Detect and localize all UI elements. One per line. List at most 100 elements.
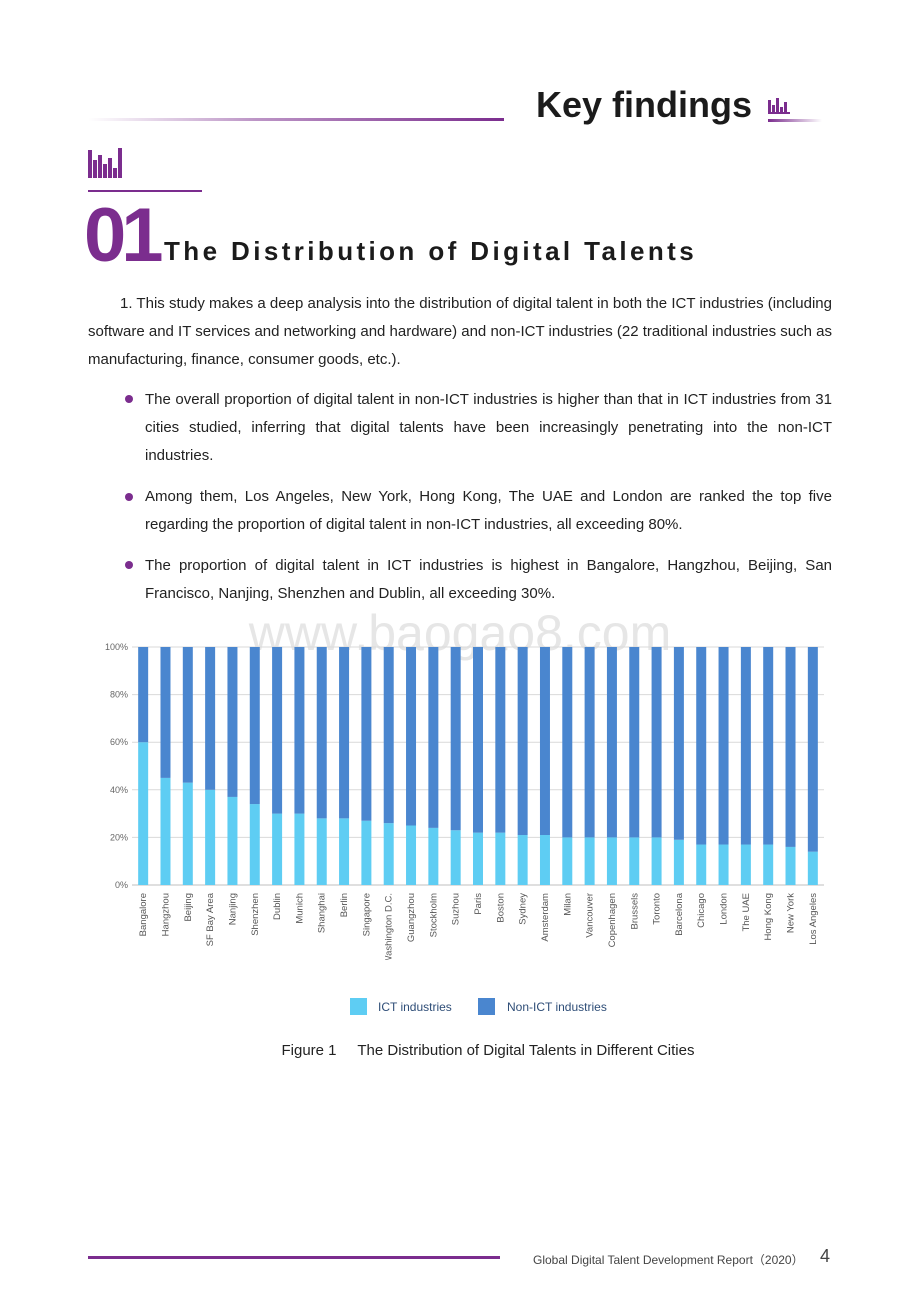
bar-chart-icon (88, 148, 122, 178)
bar-ict (160, 777, 171, 885)
legend-label-non-ict: Non-ICT industries (507, 1000, 607, 1014)
bar-non-ict (696, 647, 707, 845)
x-tick-label: Shenzhen (250, 893, 261, 936)
bar-ict (495, 832, 506, 885)
bar-non-ict (740, 647, 751, 845)
bar-ict (428, 827, 439, 885)
x-tick-label: Washington D.C. (384, 893, 395, 960)
bar-non-ict (473, 647, 483, 833)
bar-ict (361, 820, 372, 885)
bar-non-ict (517, 647, 528, 836)
x-tick-label: Hong Kong (763, 893, 774, 941)
bar-ict (629, 837, 640, 885)
bar-ict (562, 837, 573, 885)
x-tick-label: Paris (473, 893, 484, 915)
footer-rule (88, 1256, 500, 1259)
x-tick-label: Hangzhou (160, 893, 171, 936)
bar-ict (807, 851, 818, 885)
bar-non-ict (160, 647, 171, 778)
bullet-dot (125, 493, 133, 501)
header-rule (88, 118, 504, 121)
x-tick-label: Suzhou (451, 893, 462, 925)
bullet-item: Among them, Los Angeles, New York, Hong … (145, 488, 832, 533)
bullet-dot (125, 395, 133, 403)
page-number: 4 (820, 1246, 831, 1266)
bar-non-ict (673, 647, 684, 840)
bar-non-ict (495, 647, 506, 833)
x-tick-label: Nanjing (227, 893, 238, 925)
x-tick-label: Los Angeles (808, 893, 819, 945)
bar-non-ict (383, 647, 394, 824)
x-tick-label: London (719, 893, 730, 925)
bar-non-ict (450, 647, 461, 831)
x-tick-label: Dublin (272, 893, 283, 920)
bar-ict (539, 835, 550, 885)
bullet-item: The proportion of digital talent in ICT … (145, 557, 832, 602)
bar-non-ict (807, 647, 818, 852)
bar-non-ict (138, 647, 149, 743)
bar-ict (763, 844, 774, 885)
bullet-item: The overall proportion of digital talent… (145, 391, 832, 464)
bar-ict (249, 804, 260, 885)
bar-ict (383, 823, 394, 885)
bar-non-ict (406, 647, 417, 826)
bar-non-ict (606, 647, 617, 838)
x-tick-label: New York (786, 893, 797, 933)
y-tick-label: 60% (110, 737, 128, 747)
page-title: Key findings (535, 84, 752, 125)
bar-non-ict (763, 647, 774, 845)
bar-ict (450, 830, 461, 885)
x-tick-label: Sydney (518, 893, 529, 925)
bar-ict (785, 846, 796, 885)
section-rule (88, 190, 202, 192)
bar-non-ict (294, 647, 305, 814)
bar-ict (339, 818, 350, 885)
bar-ict (182, 782, 193, 885)
footer-report-title: Global Digital Talent Development Report… (533, 1253, 804, 1267)
bar-ict (316, 818, 327, 885)
bar-non-ict (227, 647, 238, 797)
legend-label-ict: ICT industries (378, 1000, 452, 1014)
bar-ict (718, 844, 729, 885)
bar-ict (517, 835, 528, 885)
x-tick-label: Bangalore (138, 893, 149, 936)
bar-ict (606, 837, 617, 885)
bar-ict (673, 839, 684, 885)
bar-non-ict (785, 647, 796, 847)
x-tick-label: Amsterdam (540, 893, 551, 942)
y-tick-label: 100% (105, 642, 128, 652)
x-tick-label: Singapore (361, 893, 372, 936)
bar-non-ict (629, 647, 640, 838)
x-tick-label: Guangzhou (406, 893, 417, 942)
bar-non-ict (339, 647, 350, 819)
bar-non-ict (272, 647, 283, 814)
stacked-bar-chart: 0% 20% 40% 60% 80% 100% Bangalore Hangzhou Beiji… (105, 642, 824, 960)
figure-label: Figure 1 (281, 1042, 337, 1059)
legend-swatch-ict (350, 998, 367, 1015)
x-tick-label: Milan (562, 893, 573, 916)
figure-caption: Figure 1 The Distribution of Digital Tal… (0, 1042, 920, 1059)
bar-non-ict (584, 647, 595, 838)
y-tick-label: 40% (110, 785, 128, 795)
bar-non-ict (205, 647, 216, 790)
bar-ict (138, 742, 149, 885)
x-tick-label: Boston (495, 893, 506, 923)
bar-non-ict (316, 647, 327, 819)
bar-ict (205, 789, 216, 885)
bar-ict (651, 837, 662, 885)
y-tick-label: 80% (110, 690, 128, 700)
bar-non-ict (182, 647, 193, 783)
x-tick-label: Barcelona (674, 892, 685, 935)
bar-non-ict (651, 647, 662, 838)
section-title: The Distribution of Digital Talents (164, 236, 698, 266)
bar-ict (473, 832, 483, 885)
y-tick-label: 20% (110, 832, 128, 842)
bar-non-ict (361, 647, 372, 821)
x-tick-label: Beijing (183, 893, 194, 922)
bar-ict (696, 844, 707, 885)
x-tick-label: The UAE (741, 893, 752, 932)
bar-ict (272, 813, 283, 885)
bar-ict (227, 796, 238, 885)
bullet-dot (125, 561, 133, 569)
legend-swatch-non-ict (478, 998, 495, 1015)
